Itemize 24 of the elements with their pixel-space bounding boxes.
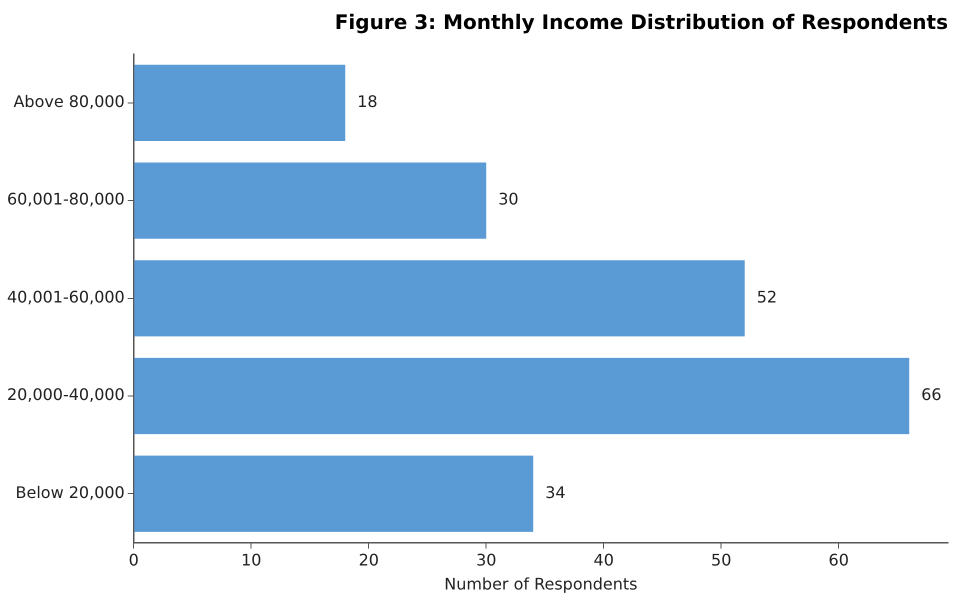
x-tick-label: 0 — [128, 550, 139, 570]
bar — [134, 64, 346, 141]
x-axis-title: Number of Respondents — [444, 574, 638, 594]
y-tick-label: Above 80,000 — [13, 92, 125, 112]
x-tick-label: 30 — [476, 550, 496, 570]
x-tick-label: 10 — [241, 550, 262, 570]
bar — [134, 456, 534, 532]
x-tick-label: 40 — [594, 550, 614, 570]
x-tick-label: 50 — [711, 550, 732, 570]
data-label: 30 — [498, 190, 519, 209]
y-tick-label: 40,001-60,000 — [6, 287, 125, 306]
y-tick-label: 20,000-40,000 — [6, 385, 125, 404]
y-tick-label: 60,001-80,000 — [6, 190, 125, 209]
bar — [134, 358, 910, 434]
data-label: 18 — [357, 92, 378, 112]
x-tick-label: 60 — [828, 550, 849, 570]
data-label: 34 — [545, 482, 566, 502]
bar — [134, 260, 745, 336]
bar — [134, 162, 486, 239]
data-label: 52 — [756, 287, 778, 306]
data-label: 66 — [921, 385, 942, 404]
chart-title: Figure 3: Monthly Income Distribution of Respondents — [334, 10, 948, 34]
y-tick-label: Below 20,000 — [16, 482, 125, 502]
x-tick-label: 20 — [358, 550, 379, 570]
